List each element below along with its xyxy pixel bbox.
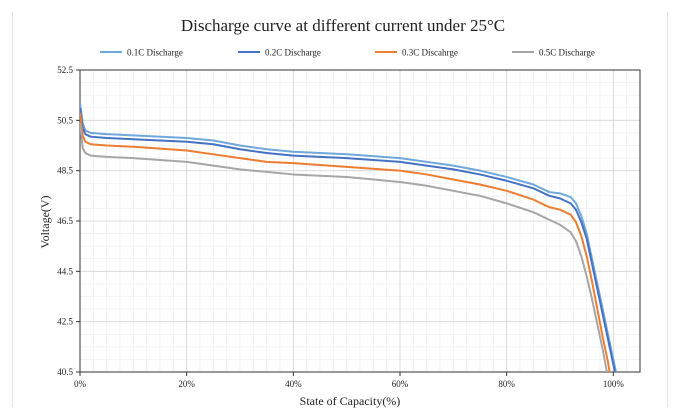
- chart-legend: 0.1C Discharge 0.2C Discharge 0.3C Discahr…: [100, 48, 595, 58]
- legend-label: 0.5C Discharge: [539, 48, 595, 58]
- x-tick-label: 0%: [74, 379, 87, 389]
- y-tick-label: 46.5: [57, 216, 73, 226]
- y-axis-ticks: 40.5 42.5 44.5 46.5 48.5 50.5 52.5: [57, 65, 80, 377]
- series-line-1: [80, 107, 616, 372]
- y-tick-label: 48.5: [57, 166, 73, 176]
- y-tick-label: 40.5: [57, 367, 73, 377]
- frame-border-left: [12, 12, 13, 407]
- x-tick-label: 80%: [498, 379, 515, 389]
- grid: [79, 69, 641, 373]
- x-tick-label: 20%: [178, 379, 195, 389]
- x-axis-label: State of Capacity(%): [300, 394, 401, 408]
- series-line-0: [80, 102, 617, 372]
- x-axis-ticks: 0% 20% 40% 60% 80% 100%: [74, 372, 624, 389]
- chart-title: Discharge curve at different current und…: [181, 16, 505, 35]
- legend-label: 0.3C Discahrge: [402, 48, 458, 58]
- series-line-2: [80, 112, 611, 372]
- frame-border-right: [667, 12, 668, 407]
- x-tick-label: 40%: [285, 379, 302, 389]
- x-tick-label: 100%: [603, 379, 625, 389]
- series-line-3: [80, 122, 608, 372]
- y-tick-label: 50.5: [57, 115, 73, 125]
- y-tick-label: 42.5: [57, 317, 73, 327]
- y-tick-label: 44.5: [57, 266, 73, 276]
- legend-label: 0.2C Discharge: [265, 48, 321, 58]
- y-axis-label: Voltage(V): [38, 195, 52, 248]
- y-tick-label: 52.5: [57, 65, 73, 75]
- series-layer: [80, 102, 617, 372]
- x-tick-label: 60%: [392, 379, 409, 389]
- legend-label: 0.1C Discharge: [127, 48, 183, 58]
